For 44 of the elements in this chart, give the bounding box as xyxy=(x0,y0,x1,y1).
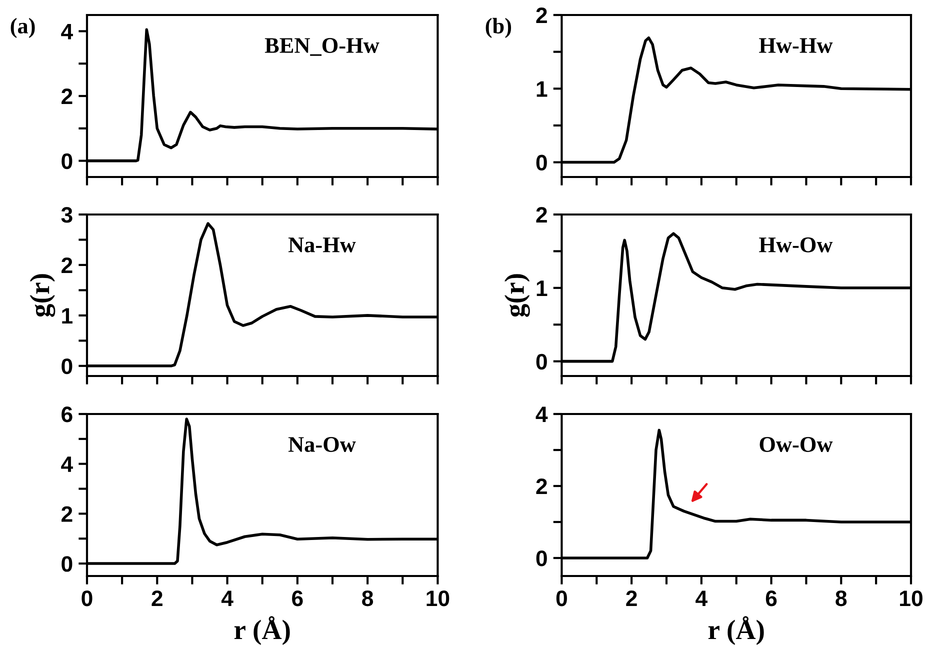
y-tick-label: 2 xyxy=(62,258,72,274)
y-tick-label: 1 xyxy=(536,81,548,97)
x-axis-title: r (Å) xyxy=(234,616,290,645)
x-tick-label: 6 xyxy=(766,590,777,606)
x-tick-label: 2 xyxy=(626,590,637,606)
text: (a) xyxy=(10,18,35,38)
x-tick-label: 10 xyxy=(426,590,450,606)
y-tick-label: 4 xyxy=(536,406,548,422)
y-tick-label: 3 xyxy=(61,207,72,223)
x-tick-label: 4 xyxy=(221,590,234,606)
x-tick-label: 8 xyxy=(836,590,847,606)
y-tick-label: 2 xyxy=(62,88,72,104)
x-tick-label: 6 xyxy=(292,590,303,606)
y-axis-title: g(r) xyxy=(504,274,530,317)
y-tick-label: 0 xyxy=(62,556,72,572)
y-tick-label: 4 xyxy=(61,456,73,472)
y-tick-label: 1 xyxy=(62,308,72,324)
y-tick-label: 4 xyxy=(61,24,73,40)
y-tick-label: 0 xyxy=(62,358,72,374)
y-tick-label: 2 xyxy=(536,207,547,223)
y-tick-label: 2 xyxy=(536,8,547,24)
text: (b) xyxy=(486,18,512,38)
y-tick-label: 2 xyxy=(62,506,72,522)
y-axis-title: g(r) xyxy=(30,274,56,317)
x-axis-title: r (Å) xyxy=(708,616,764,645)
text: Na-Hw xyxy=(288,238,356,252)
y-tick-label: 0 xyxy=(536,354,547,370)
y-tick-label: 0 xyxy=(536,550,547,566)
text: BEN_O-Hw xyxy=(264,38,380,56)
x-tick-label: 8 xyxy=(362,590,374,606)
text: Ow-Ow xyxy=(760,437,833,452)
y-tick-label: 2 xyxy=(536,478,547,494)
y-tick-label: 6 xyxy=(62,406,72,422)
y-tick-label: 1 xyxy=(536,280,548,296)
x-tick-label: 4 xyxy=(696,590,708,606)
y-tick-label: 0 xyxy=(536,154,547,171)
text: Na-Ow xyxy=(288,437,356,452)
x-tick-label: 2 xyxy=(152,590,162,606)
y-tick-label: 0 xyxy=(62,153,72,170)
x-tick-label: 0 xyxy=(82,590,92,606)
x-tick-label: 0 xyxy=(556,590,567,606)
x-tick-label: 10 xyxy=(900,590,922,606)
text: Hw-Hw xyxy=(759,38,833,53)
text: Hw-Ow xyxy=(759,237,833,252)
